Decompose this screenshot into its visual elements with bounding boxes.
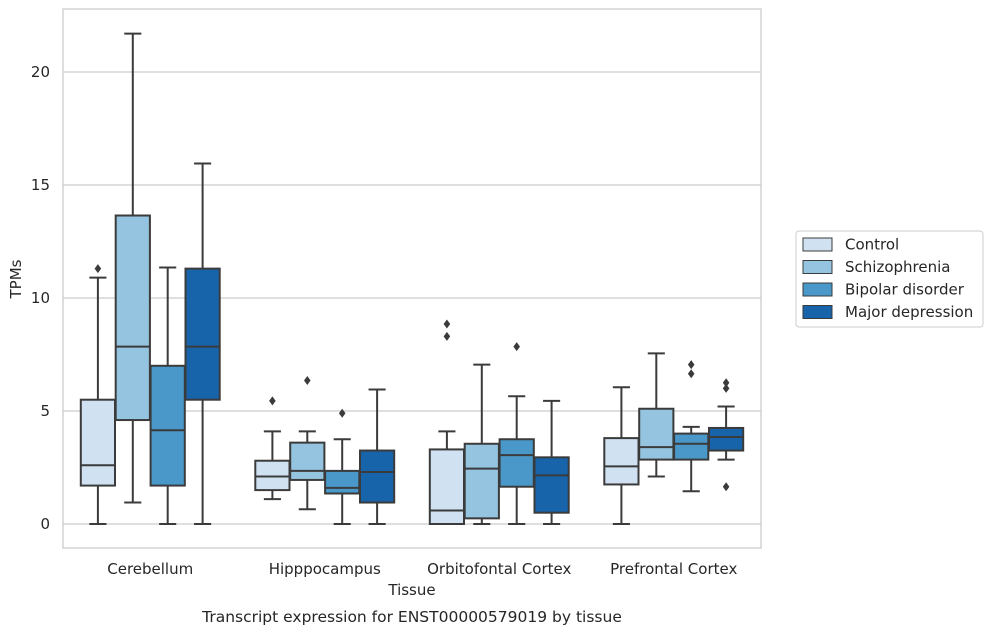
legend-swatch	[802, 237, 833, 252]
iqr-box	[463, 442, 500, 520]
legend-swatch	[802, 282, 833, 297]
y-tick-label: 10	[31, 289, 50, 307]
legend-swatch	[802, 260, 833, 274]
iqr-box	[149, 364, 186, 487]
chart-caption: Transcript expression for ENST0000057901…	[201, 608, 622, 626]
outlier-point	[687, 369, 695, 379]
box-control	[254, 396, 291, 501]
x-tick-label: Cerebellum	[107, 560, 193, 578]
iqr-box	[707, 426, 745, 452]
outlier-point	[338, 408, 346, 418]
x-tick-label: Orbitofontal Cortex	[427, 560, 571, 578]
iqr-box	[498, 438, 535, 488]
y-axis-label: TPMs	[7, 259, 25, 299]
outlier-point	[443, 331, 451, 341]
box-control	[79, 264, 117, 525]
y-tick-label: 5	[40, 402, 50, 420]
x-tick-label: Prefrontal Cortex	[610, 560, 737, 578]
legend-label: Schizophrenia	[845, 258, 950, 276]
legend-label: Major depression	[845, 303, 973, 321]
iqr-box	[79, 398, 117, 487]
iqr-box	[673, 432, 710, 461]
outlier-point	[443, 319, 451, 329]
box-control	[428, 319, 466, 526]
y-tick-label: 0	[40, 515, 50, 533]
iqr-box	[428, 448, 466, 526]
outlier-point	[94, 264, 102, 274]
box-schizophrenia	[638, 352, 675, 478]
box-major-depression	[184, 162, 221, 525]
outlier-point	[687, 360, 695, 370]
y-tick-labels: 0 5 10 15 20	[31, 63, 50, 533]
outlier-point	[722, 378, 730, 388]
y-tick-label: 15	[31, 176, 50, 194]
iqr-box	[533, 456, 570, 514]
plot-frame	[62, 8, 762, 549]
box-bipolar-disorder	[673, 360, 710, 493]
x-tick-labels: Cerebellum Hipppocampus Orbitofontal Corte…	[107, 560, 737, 578]
iqr-box	[254, 459, 291, 492]
legend-swatch	[802, 305, 833, 319]
box-schizophrenia	[289, 375, 326, 511]
legend-label: Bipolar disorder	[845, 281, 965, 299]
outlier-point	[304, 375, 311, 385]
iqr-box	[114, 214, 151, 422]
box-major-depression	[533, 399, 570, 525]
x-tick-label: Hipppocampus	[269, 560, 381, 578]
legend-entries: Control Schizophrenia Bipolar disorder Majo…	[802, 236, 973, 321]
box-major-depression	[358, 388, 396, 525]
iqr-box	[289, 441, 326, 481]
legend-frame	[795, 230, 984, 328]
y-tick-label: 20	[31, 63, 50, 81]
box-schizophrenia	[463, 363, 500, 525]
box-control	[603, 386, 640, 525]
box-bipolar-disorder	[498, 342, 535, 525]
iqr-box	[324, 469, 361, 495]
box-series-layer	[79, 32, 745, 526]
x-axis-label: Tissue	[387, 581, 435, 599]
box-schizophrenia	[114, 32, 151, 504]
iqr-box	[184, 267, 221, 401]
outlier-point	[513, 342, 520, 352]
legend: Control Schizophrenia Bipolar disorder Majo…	[795, 230, 984, 328]
iqr-box	[603, 437, 640, 486]
outlier-point	[722, 482, 730, 492]
iqr-box	[358, 449, 396, 504]
box-major-depression	[707, 378, 745, 492]
box-bipolar-disorder	[149, 266, 186, 525]
iqr-box	[638, 407, 675, 461]
outlier-point	[269, 396, 276, 406]
outlier-point	[722, 383, 730, 393]
legend-label: Control	[845, 236, 899, 254]
